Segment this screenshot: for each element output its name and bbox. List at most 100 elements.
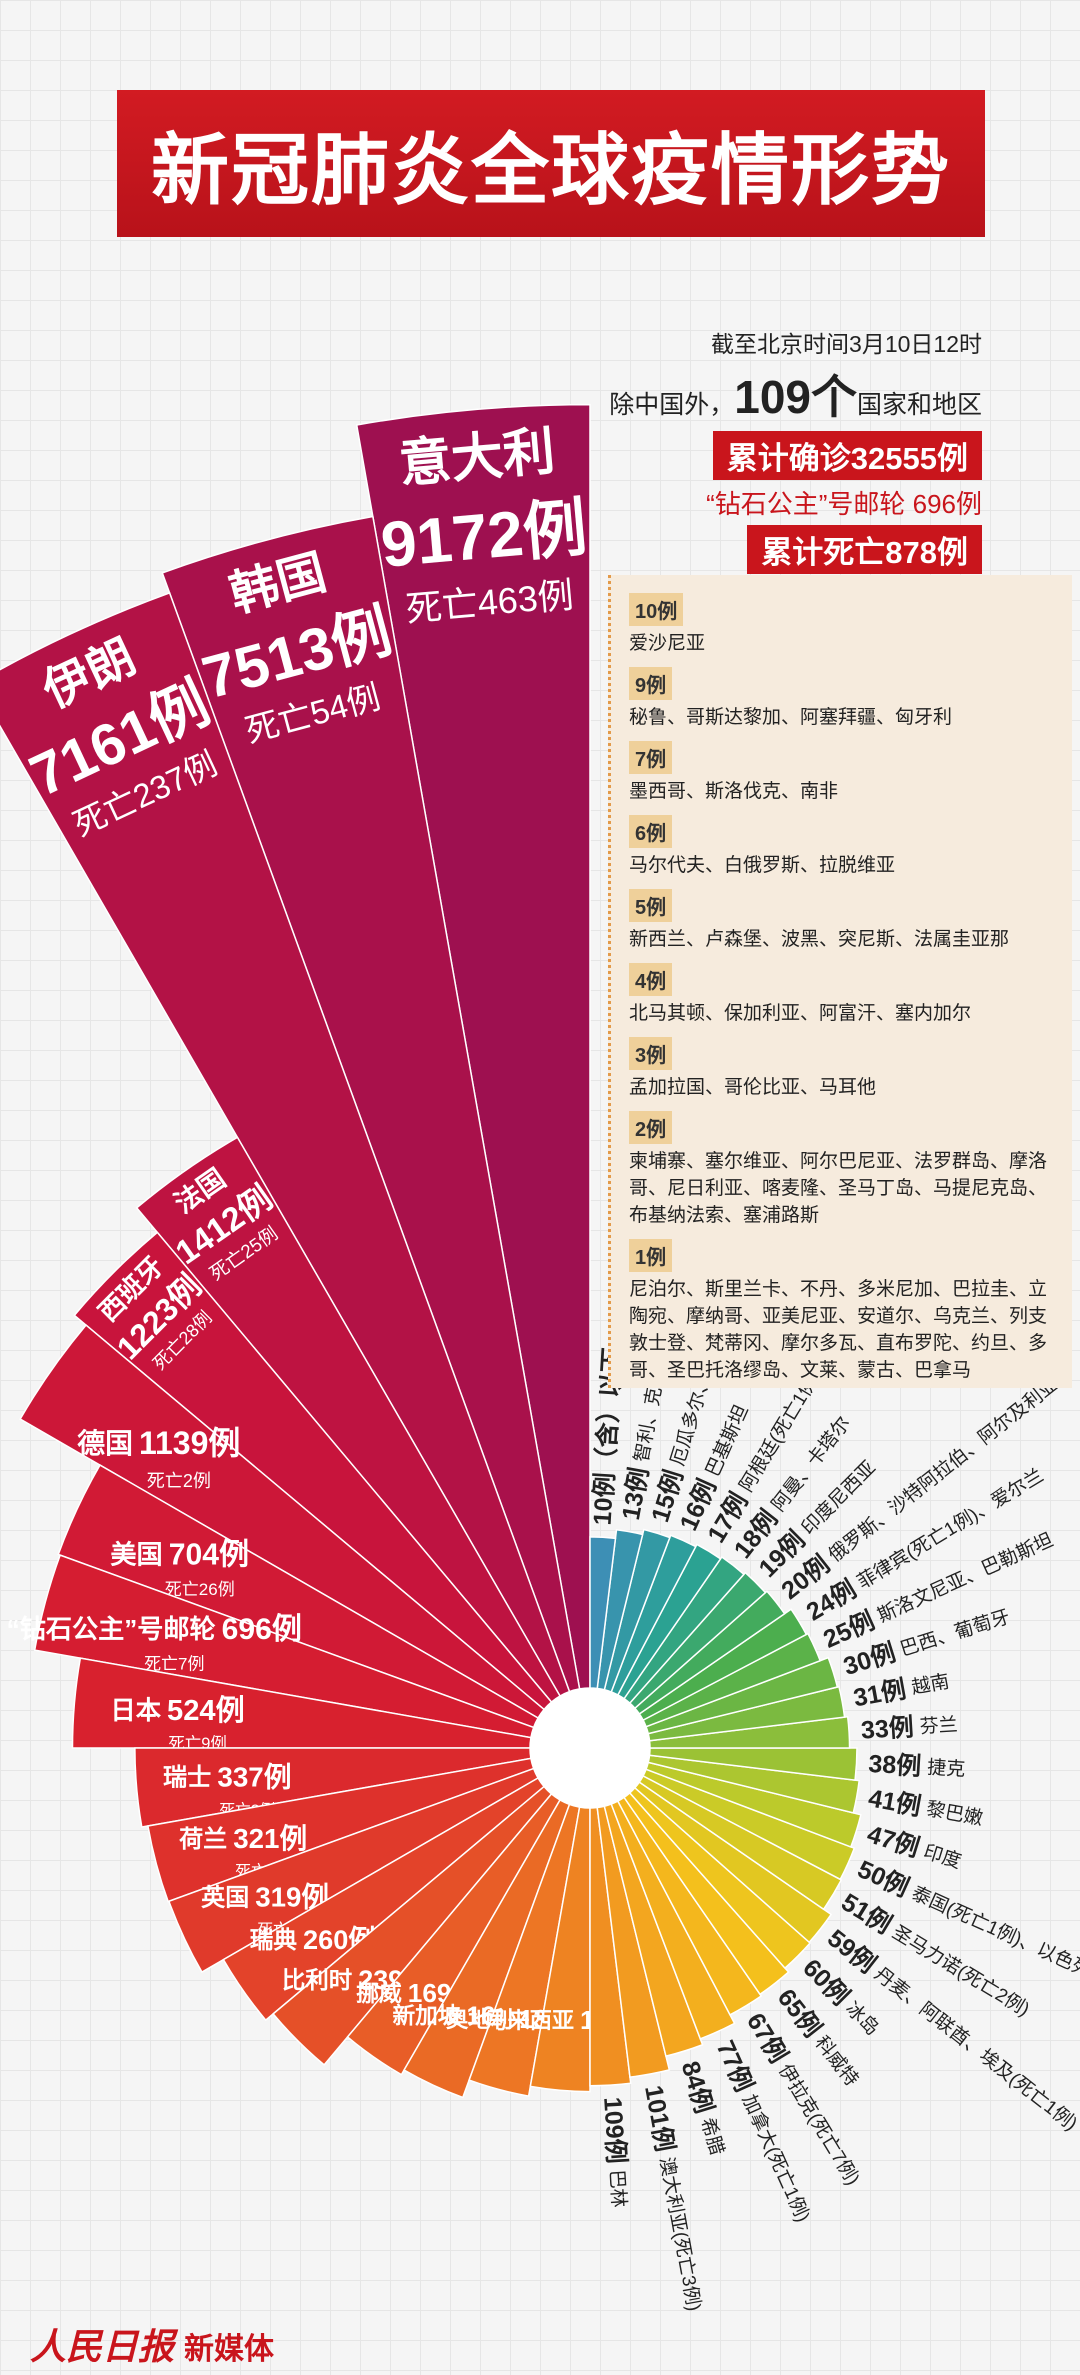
sector-name: 斯洛文尼亚、巴勒斯坦 bbox=[874, 1529, 1056, 1627]
sector-name: 奥地利 bbox=[446, 2006, 513, 2032]
logo: 人民日报 bbox=[30, 2327, 175, 2367]
value-label: 38例 bbox=[868, 1749, 922, 1780]
footer: 人民日报 新媒体 bbox=[30, 2318, 274, 2370]
group-count: 7例 bbox=[629, 741, 673, 774]
value-label: 524例 bbox=[167, 1693, 245, 1727]
value-label: 321例 bbox=[233, 1823, 307, 1854]
group-count: 4例 bbox=[629, 963, 673, 996]
value-label: 47例 bbox=[864, 1820, 923, 1862]
sector-name: 德国 bbox=[77, 1428, 133, 1459]
group: 1例尼泊尔、斯里兰卡、不丹、多米尼加、巴拉圭、立陶宛、摩纳哥、亚美尼亚、安道尔、… bbox=[629, 1239, 1058, 1384]
group-countries: 尼泊尔、斯里兰卡、不丹、多米尼加、巴拉圭、立陶宛、摩纳哥、亚美尼亚、安道尔、乌克… bbox=[629, 1279, 1048, 1381]
sector-name: 日本 bbox=[110, 1697, 161, 1725]
group: 7例墨西哥、斯洛伐克、南非 bbox=[629, 741, 1058, 805]
sector-label: 33例 芬兰 bbox=[860, 1710, 958, 1744]
deaths-total: 累计死亡878例 bbox=[747, 525, 982, 574]
sector-name: 越南 bbox=[910, 1670, 951, 1698]
sector-name: 新加坡 bbox=[392, 2003, 460, 2029]
sector-name: “钻石公主”号邮轮 bbox=[7, 1614, 216, 1644]
sector-label: 美国 704例 bbox=[110, 1539, 249, 1572]
sector-name: 美国 bbox=[110, 1540, 162, 1570]
value-label: 337例 bbox=[217, 1762, 291, 1793]
date: 截至北京时间3月10日12时 bbox=[711, 331, 982, 357]
sector-label: 77例加拿大(死亡1例) bbox=[711, 2036, 817, 2226]
sector-label: 英国 319例 bbox=[201, 1882, 329, 1913]
line-prefix: 除中国外， bbox=[609, 391, 735, 419]
group-countries: 爱沙尼亚 bbox=[629, 633, 706, 654]
group-count: 2例 bbox=[629, 1111, 673, 1144]
group-countries: 孟加拉国、哥伦比亚、马耳他 bbox=[629, 1077, 877, 1098]
sector-name: 巴林 bbox=[606, 2169, 630, 2208]
group: 9例秘鲁、哥斯达黎加、阿塞拜疆、匈牙利 bbox=[629, 667, 1058, 731]
sector-name: 荷兰 bbox=[179, 1825, 227, 1853]
sector-name: 巴西、葡萄牙 bbox=[897, 1606, 1012, 1661]
sector-name: 捷克 bbox=[927, 1756, 966, 1780]
group: 2例柬埔寨、塞尔维亚、阿尔巴尼亚、法罗群岛、摩洛哥、尼日利亚、喀麦隆、圣马丁岛、… bbox=[629, 1111, 1058, 1229]
group-count: 10例 bbox=[629, 593, 684, 626]
value-label: 1139例 bbox=[139, 1426, 240, 1462]
sector-label: 109例巴林 bbox=[599, 2096, 634, 2208]
group-countries: 墨西哥、斯洛伐克、南非 bbox=[629, 781, 839, 802]
group-countries: 柬埔寨、塞尔维亚、阿尔巴尼亚、法罗群岛、摩洛哥、尼日利亚、喀麦隆、圣马丁岛、马提… bbox=[629, 1151, 1048, 1226]
footer-text: 新媒体 bbox=[184, 2333, 275, 2366]
value-label: 41例 bbox=[866, 1784, 923, 1821]
cruise: “钻石公主”号邮轮 696例 bbox=[706, 489, 982, 519]
deaths-label: 死亡2例 bbox=[147, 1471, 211, 1491]
group-countries: 北马其顿、保加利亚、阿富汗、塞内加尔 bbox=[629, 1003, 972, 1024]
value-label: 31例 bbox=[851, 1675, 908, 1712]
sector-name: 意大利 bbox=[397, 423, 557, 494]
header: 截至北京时间3月10日12时 除中国外，109个国家和地区 累计确诊32555例… bbox=[609, 325, 982, 574]
title: 新冠肺炎全球疫情形势 bbox=[117, 90, 985, 237]
value-label: 704例 bbox=[169, 1539, 249, 1572]
sector-name: 英国 bbox=[201, 1885, 249, 1912]
group-countries: 秘鲁、哥斯达黎加、阿塞拜疆、匈牙利 bbox=[629, 707, 953, 728]
deaths-label: 死亡26例 bbox=[165, 1580, 235, 1599]
group: 6例马尔代夫、白俄罗斯、拉脱维亚 bbox=[629, 815, 1058, 879]
group: 10例爱沙尼亚 bbox=[629, 593, 1058, 657]
group-count: 1例 bbox=[629, 1239, 673, 1272]
small-countries-panel: 10例爱沙尼亚 9例秘鲁、哥斯达黎加、阿塞拜疆、匈牙利 7例墨西哥、斯洛伐克、南非 6… bbox=[608, 575, 1072, 1388]
value-label: 101例 bbox=[640, 2083, 680, 2154]
sector-name: 芬兰 bbox=[919, 1714, 958, 1738]
sector-name: 科威特 bbox=[810, 2032, 862, 2090]
sector-name: 冰岛 bbox=[841, 1998, 883, 2040]
center-hole bbox=[530, 1688, 650, 1808]
sector-name: 印度 bbox=[921, 1841, 964, 1873]
value-label: 84例 bbox=[676, 2058, 718, 2117]
sector-name: 比利时 bbox=[282, 1967, 352, 1993]
sector-name: 瑞士 bbox=[163, 1765, 211, 1792]
sector bbox=[161, 515, 581, 1693]
group: 5例新西兰、卢森堡、波黑、突尼斯、法属圭亚那 bbox=[629, 889, 1058, 953]
group-count: 3例 bbox=[629, 1037, 673, 1070]
sector-name: 黎巴嫩 bbox=[925, 1798, 985, 1830]
sector-label: 日本 524例 bbox=[110, 1693, 244, 1727]
value-label: 696例 bbox=[222, 1613, 302, 1646]
sector-label: 101例澳大利亚(死亡3例) bbox=[640, 2083, 709, 2313]
sector-name: 马来西亚 bbox=[485, 2008, 574, 2033]
value-label: 109例 bbox=[599, 2096, 631, 2164]
sector-label: 38例 捷克 bbox=[868, 1749, 966, 1783]
value-label: 77例 bbox=[711, 2036, 758, 2096]
value-label: 9172例 bbox=[378, 491, 590, 581]
country-count: 109个 bbox=[734, 371, 857, 423]
group: 3例孟加拉国、哥伦比亚、马耳他 bbox=[629, 1037, 1058, 1101]
group: 4例北马其顿、保加利亚、阿富汗、塞内加尔 bbox=[629, 963, 1058, 1027]
deaths-label: 死亡7例 bbox=[144, 1655, 204, 1674]
sector-label: 瑞士 337例 bbox=[163, 1762, 292, 1793]
confirmed: 累计确诊32555例 bbox=[712, 431, 982, 480]
line-suffix: 国家和地区 bbox=[856, 391, 982, 419]
sector-name: 澳大利亚(死亡3例) bbox=[655, 2155, 705, 2313]
group-countries: 马尔代夫、白俄罗斯、拉脱维亚 bbox=[629, 855, 896, 876]
sector bbox=[355, 403, 591, 1690]
sector-label: “钻石公主”号邮轮 696例 bbox=[7, 1613, 302, 1646]
sector-name: 瑞典 bbox=[250, 1926, 298, 1954]
group-count: 9例 bbox=[629, 667, 673, 700]
sector-label: 德国 1139例 bbox=[77, 1426, 240, 1462]
group-count: 6例 bbox=[629, 815, 673, 848]
group-count: 5例 bbox=[629, 889, 673, 922]
sector-name: 挪威 bbox=[356, 1980, 402, 2006]
group-countries: 新西兰、卢森堡、波黑、突尼斯、法属圭亚那 bbox=[629, 929, 1010, 950]
value-label: 33例 bbox=[860, 1713, 914, 1744]
